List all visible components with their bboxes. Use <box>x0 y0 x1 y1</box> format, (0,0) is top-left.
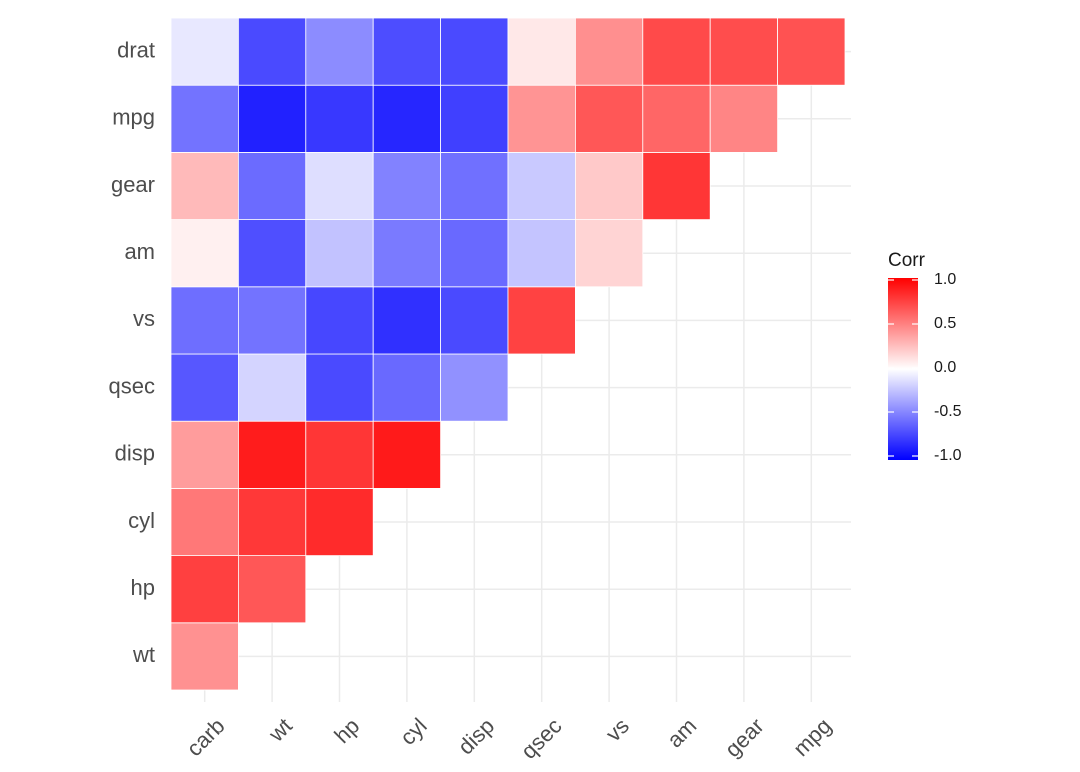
y-tick-label-am: am <box>124 239 155 264</box>
legend-title: Corr <box>888 250 926 271</box>
heatmap-cell-disp-vs <box>440 286 509 355</box>
x-tick-label-disp: disp <box>453 713 499 759</box>
heatmap-cell-qsec-mpg <box>507 84 576 153</box>
x-tick-label-qsec: qsec <box>516 713 567 764</box>
heatmap-cell-carb-hp <box>170 555 239 624</box>
heatmap-cell-carb-drat <box>170 17 239 86</box>
heatmap-cell-hp-gear <box>305 151 374 220</box>
heatmap-cell-disp-am <box>440 219 509 288</box>
y-tick-label-vs: vs <box>133 306 155 331</box>
heatmap-cell-disp-drat <box>440 17 509 86</box>
heatmap-cell-carb-gear <box>170 151 239 220</box>
heatmap-cell-wt-vs <box>237 286 307 355</box>
heatmap-cell-wt-am <box>237 219 307 288</box>
heatmap-cell-gear-mpg <box>709 84 779 153</box>
heatmap-cell-qsec-vs <box>507 286 576 355</box>
y-tick-label-mpg: mpg <box>112 105 155 130</box>
heatmap-cell-carb-vs <box>170 286 239 355</box>
heatmap-cell-wt-gear <box>237 151 307 220</box>
legend-tick-label: 1.0 <box>934 271 956 288</box>
heatmap-cell-gear-drat <box>709 17 779 86</box>
heatmap-cell-carb-wt <box>170 622 239 691</box>
heatmap-cell-carb-disp <box>170 420 239 489</box>
heatmap-cell-cyl-disp <box>372 420 442 489</box>
heatmap-cell-hp-qsec <box>305 353 374 422</box>
heatmap-cell-disp-gear <box>440 151 509 220</box>
y-tick-label-gear: gear <box>111 172 155 197</box>
heatmap-cell-am-drat <box>642 17 711 86</box>
heatmap-cells <box>170 17 846 691</box>
heatmap-cell-vs-mpg <box>575 84 644 153</box>
x-tick-label-carb: carb <box>182 713 230 761</box>
legend-ticks: 1.0 0.5 0.0 -0.5 -1.0 <box>888 271 962 464</box>
heatmap-cell-cyl-vs <box>372 286 442 355</box>
y-tick-label-wt: wt <box>132 642 155 667</box>
heatmap-cell-am-gear <box>642 151 711 220</box>
legend-tick-label: 0.5 <box>934 315 956 332</box>
legend-tick-label: 0.0 <box>934 359 956 376</box>
heatmap-cell-cyl-am <box>372 219 442 288</box>
y-tick-label-disp: disp <box>115 441 155 466</box>
heatmap-cell-cyl-drat <box>372 17 442 86</box>
heatmap-cell-wt-mpg <box>237 84 307 153</box>
heatmap-cell-disp-qsec <box>440 353 509 422</box>
heatmap-cell-qsec-am <box>507 219 576 288</box>
color-legend: Corr 1.0 0.5 0.0 -0.5 -1.0 <box>888 250 962 464</box>
heatmap-cell-qsec-gear <box>507 151 576 220</box>
x-tick-label-mpg: mpg <box>788 713 836 761</box>
legend-color-bar <box>888 278 918 460</box>
heatmap-cell-carb-mpg <box>170 84 239 153</box>
heatmap-cell-wt-qsec <box>237 353 307 422</box>
y-tick-label-hp: hp <box>131 575 155 600</box>
heatmap-cell-hp-drat <box>305 17 374 86</box>
heatmap-cell-cyl-gear <box>372 151 442 220</box>
x-tick-label-wt: wt <box>263 713 297 747</box>
heatmap-cell-carb-cyl <box>170 487 239 556</box>
x-tick-label-gear: gear <box>720 713 769 762</box>
heatmap-cell-hp-cyl <box>305 487 374 556</box>
heatmap-cell-cyl-qsec <box>372 353 442 422</box>
heatmap-cell-mpg-drat <box>777 17 846 86</box>
heatmap-cell-hp-am <box>305 219 374 288</box>
heatmap-cell-vs-gear <box>575 151 644 220</box>
heatmap-cell-qsec-drat <box>507 17 576 86</box>
heatmap-cell-carb-qsec <box>170 353 239 422</box>
x-tick-label-am: am <box>662 713 701 752</box>
y-tick-label-drat: drat <box>117 37 155 62</box>
heatmap-cell-carb-am <box>170 219 239 288</box>
x-axis-tick-labels: carb wt hp cyl disp qsec vs am gear mpg <box>182 713 837 764</box>
y-tick-label-cyl: cyl <box>128 508 155 533</box>
heatmap-cell-vs-drat <box>575 17 644 86</box>
y-axis-tick-labels: wt hp cyl disp qsec vs am gear mpg drat <box>109 37 155 667</box>
heatmap-cell-wt-drat <box>237 17 307 86</box>
heatmap-cell-cyl-mpg <box>372 84 442 153</box>
heatmap-cell-hp-mpg <box>305 84 374 153</box>
x-tick-label-vs: vs <box>601 713 634 746</box>
x-tick-label-hp: hp <box>329 713 364 748</box>
heatmap-cell-hp-vs <box>305 286 374 355</box>
legend-tick-label: -0.5 <box>934 403 962 420</box>
heatmap-cell-wt-hp <box>237 555 307 624</box>
heatmap-cell-wt-cyl <box>237 487 307 556</box>
heatmap-cell-wt-disp <box>237 420 307 489</box>
y-tick-label-qsec: qsec <box>109 373 155 398</box>
heatmap-cell-vs-am <box>575 219 644 288</box>
heatmap-cell-disp-mpg <box>440 84 509 153</box>
legend-tick-label: -1.0 <box>934 447 962 464</box>
heatmap-cell-am-mpg <box>642 84 711 153</box>
heatmap-cell-hp-disp <box>305 420 374 489</box>
x-tick-label-cyl: cyl <box>395 713 432 750</box>
